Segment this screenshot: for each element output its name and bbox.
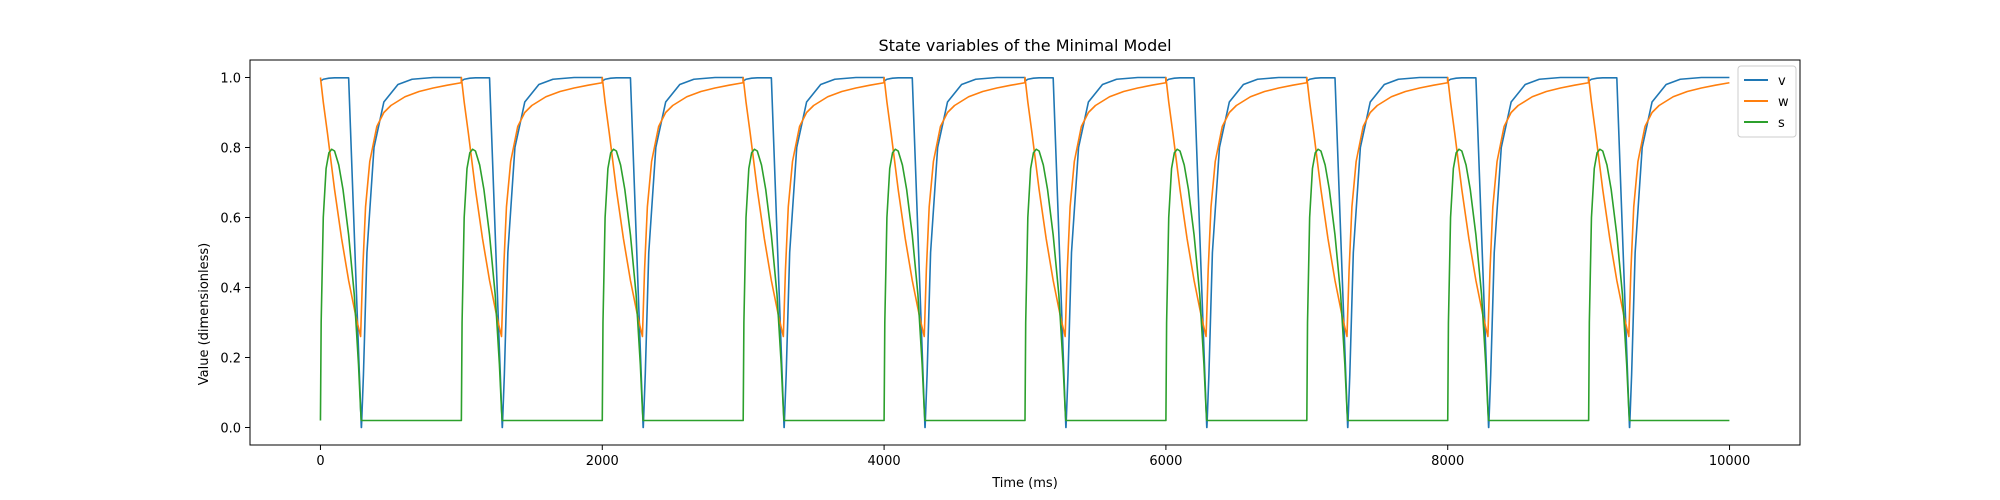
legend-label-w: w xyxy=(1778,95,1789,110)
x-tick-label: 8000 xyxy=(1431,454,1464,469)
y-tick-label: 0.8 xyxy=(220,142,241,157)
chart-title: State variables of the Minimal Model xyxy=(878,36,1171,55)
y-tick-label: 0.4 xyxy=(220,282,241,297)
legend-label-v: v xyxy=(1778,74,1786,89)
y-tick-label: 0.0 xyxy=(220,422,241,437)
x-tick-label: 10000 xyxy=(1709,454,1750,469)
y-tick-label: 1.0 xyxy=(220,72,241,87)
legend-label-s: s xyxy=(1778,116,1785,131)
plot-area: 0 2000 4000 6000 8000 10000 0.0 0.2 0.4 0.6 0.8 1.… xyxy=(220,59,1801,469)
series-lines xyxy=(319,76,1730,429)
y-tick-label: 0.2 xyxy=(220,352,241,367)
series-line-s xyxy=(319,148,1730,422)
y-tick-label: 0.6 xyxy=(220,212,241,227)
x-tick-label: 6000 xyxy=(1149,454,1182,469)
x-tick-label: 0 xyxy=(316,454,324,469)
axes-frame xyxy=(249,59,1801,446)
x-tick-label: 2000 xyxy=(586,454,619,469)
legend: vws xyxy=(1737,65,1797,138)
x-axis: 0 2000 4000 6000 8000 10000 xyxy=(316,445,1750,469)
y-axis-label: Value (dimensionless) xyxy=(197,243,212,385)
series-line-w xyxy=(319,76,1730,338)
x-tick-label: 4000 xyxy=(868,454,901,469)
y-axis: 0.0 0.2 0.4 0.6 0.8 1.0 xyxy=(220,72,250,437)
x-axis-label: Time (ms) xyxy=(991,476,1058,491)
